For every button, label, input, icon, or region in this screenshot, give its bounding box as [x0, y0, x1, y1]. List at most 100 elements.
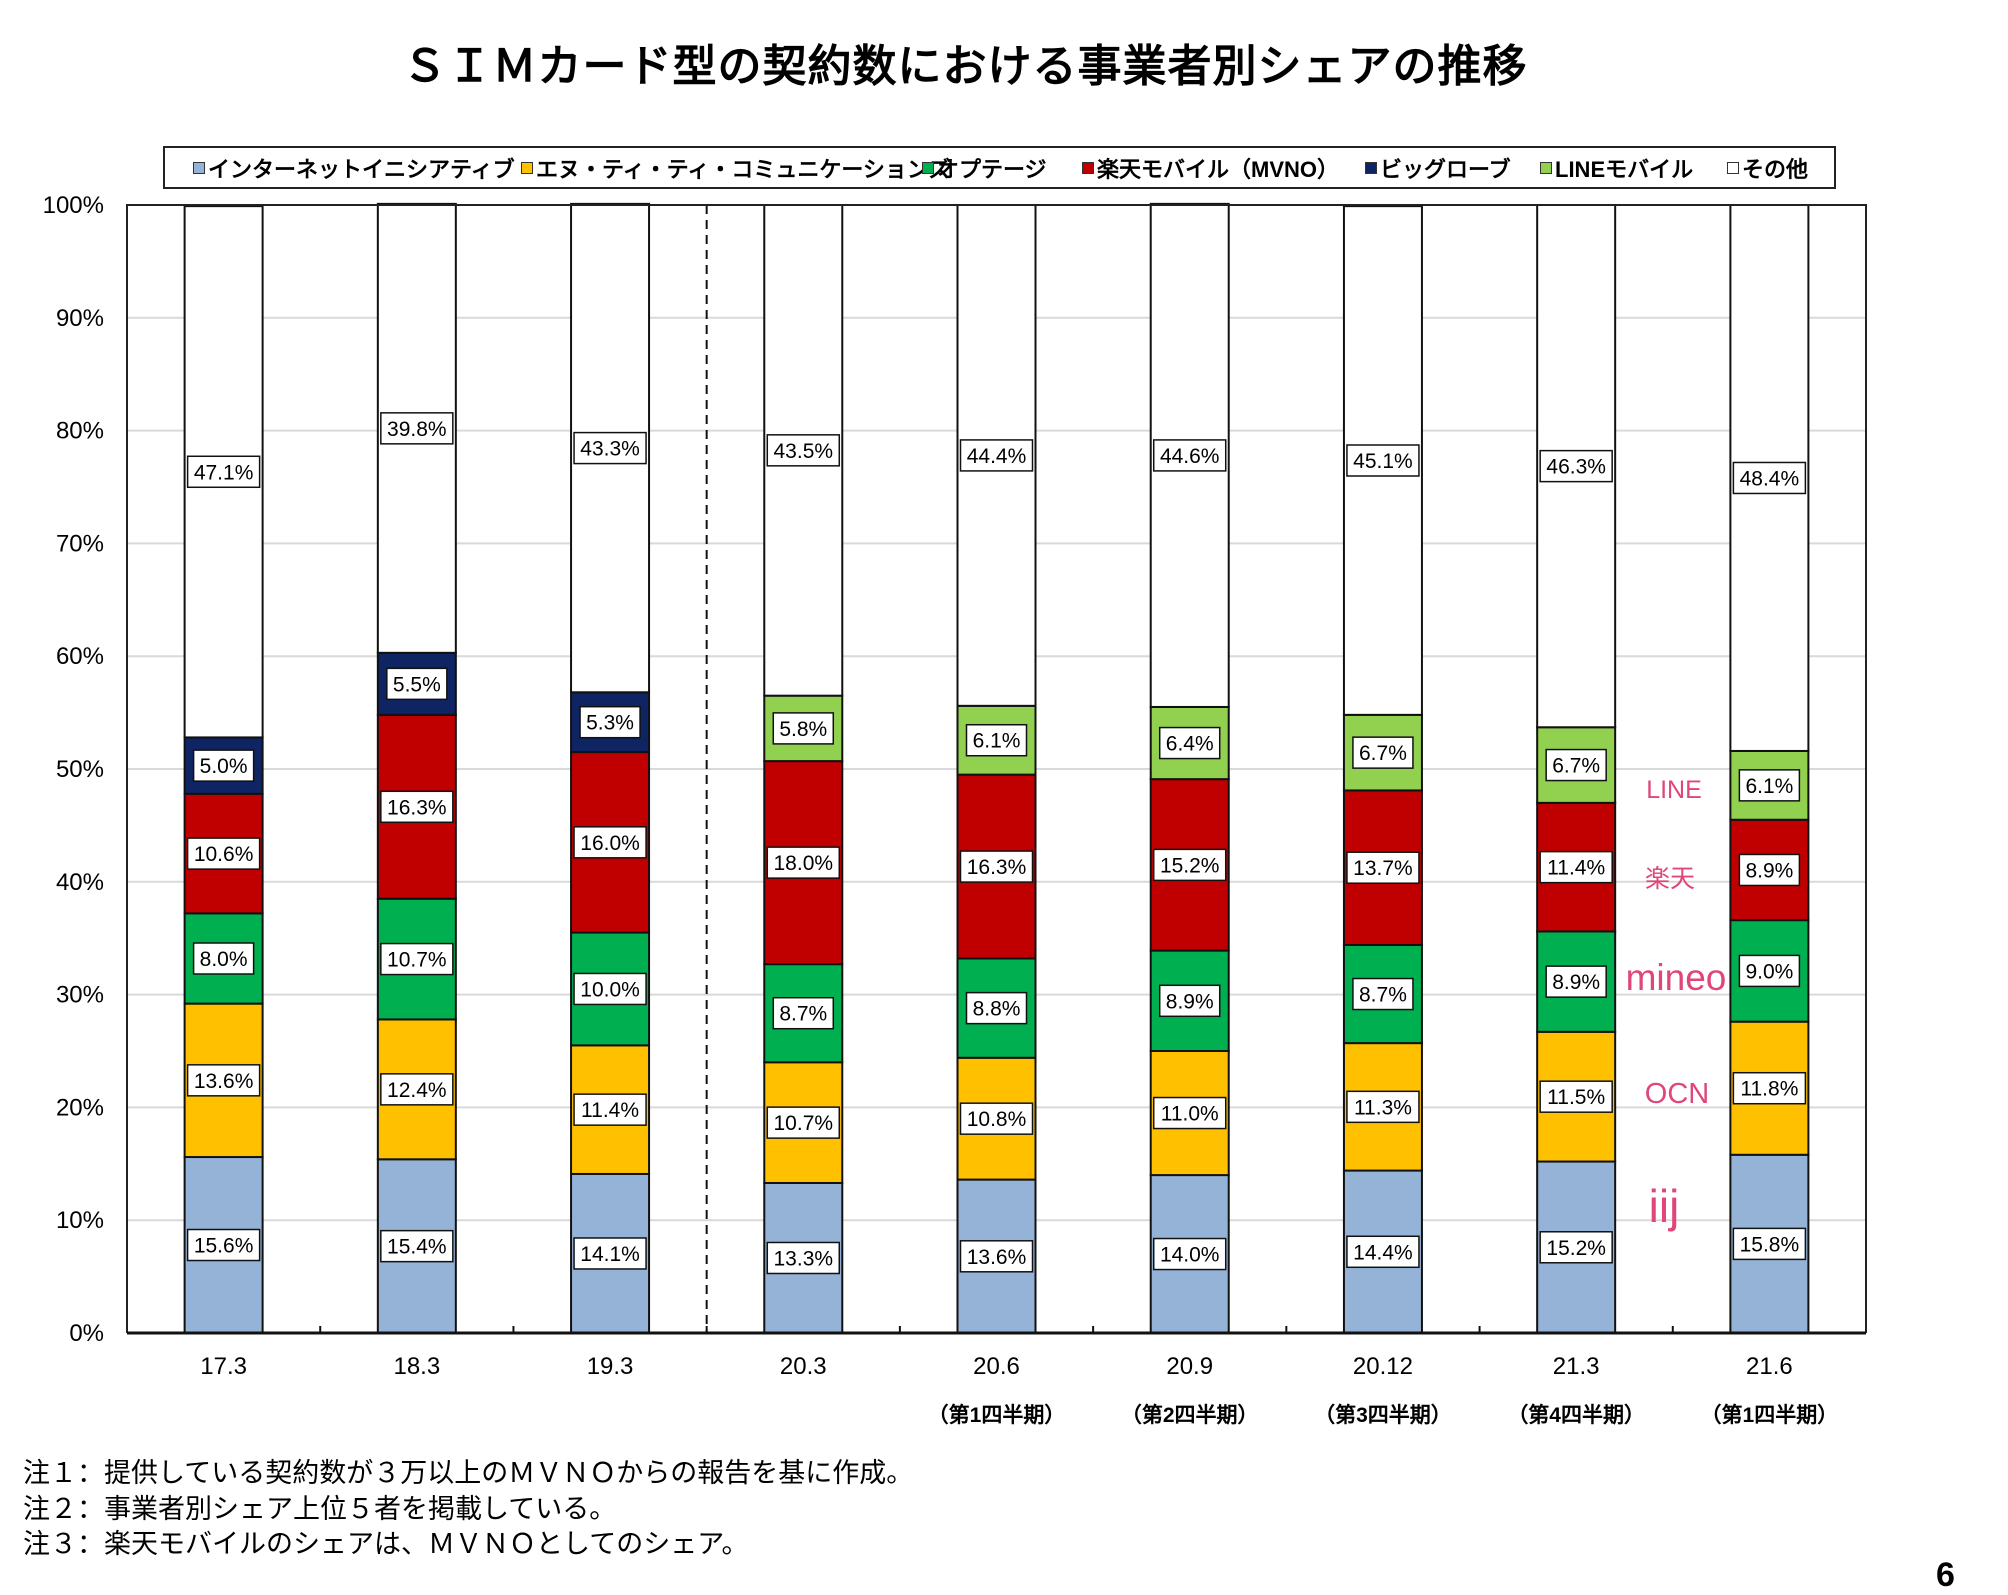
data-label: 10.7% [387, 949, 447, 972]
data-label-box [1738, 954, 1801, 988]
legend-swatch-optage [922, 161, 934, 174]
data-label: 5.3% [586, 712, 634, 735]
data-label-box [186, 1228, 261, 1262]
data-label-box [965, 723, 1028, 757]
data-label: 8.7% [1359, 984, 1407, 1007]
data-label-box [192, 749, 255, 782]
page-title: ＳＩＭカード型の契約数における事業者別シェアの推移 [402, 42, 1528, 91]
y-tick-label: 20% [56, 1094, 104, 1121]
data-label-box [965, 991, 1028, 1025]
data-label-box [1346, 1090, 1420, 1124]
data-label: 6.1% [973, 730, 1021, 753]
data-label-box [766, 846, 841, 879]
data-label: 11.0% [1161, 1103, 1219, 1126]
data-label: 11.4% [581, 1099, 639, 1122]
data-label: 46.3% [1546, 456, 1606, 479]
data-label: 11.3% [1354, 1096, 1412, 1119]
data-label-box [766, 1241, 841, 1275]
data-label-box [1732, 1227, 1807, 1261]
data-label-box [1539, 1080, 1613, 1113]
data-label-box [380, 942, 454, 976]
data-label: 39.8% [387, 418, 447, 441]
legend-swatch-rakuten [1082, 161, 1094, 174]
data-label-box [1158, 726, 1221, 760]
data-label: 12.4% [387, 1079, 447, 1102]
data-label-box [1352, 977, 1414, 1011]
data-label: 11.5% [1547, 1086, 1605, 1109]
data-label-box [1539, 850, 1613, 884]
data-label: 15.6% [194, 1235, 254, 1258]
x-tick-sublabel: （第4四半期） [1507, 1403, 1645, 1427]
legend-item-iij: インターネットイニシアティブ [193, 148, 515, 187]
data-label: 10.6% [194, 843, 254, 866]
data-label-box [192, 942, 255, 975]
legend-item-rakuten: 楽天モバイル（MVNO） [1082, 148, 1339, 187]
legend-label: 楽天モバイル（MVNO） [1097, 156, 1340, 182]
data-label: 45.1% [1353, 450, 1413, 473]
y-tick-label: 90% [56, 305, 104, 332]
data-label-box [573, 826, 647, 859]
annotations: LINE 楽天 mineo OCN iij [1626, 776, 1727, 1232]
data-label: 5.5% [393, 673, 441, 696]
data-label-box [380, 790, 454, 824]
y-tick-label: 0% [69, 1320, 104, 1347]
y-tick-label: 50% [56, 756, 104, 783]
legend-swatch-line-mobile [1540, 161, 1552, 174]
data-label: 8.7% [779, 1003, 827, 1026]
data-label-box [1539, 449, 1613, 483]
data-label: 10.8% [967, 1108, 1027, 1131]
footnote-3: 注３：楽天モバイルのシェアは、ＭＶＮＯとしてのシェア。 [23, 1529, 749, 1559]
data-label: 8.9% [1552, 971, 1600, 994]
data-label-box [573, 972, 647, 1006]
legend-label: インターネットイニシアティブ [208, 156, 515, 182]
data-label: 16.3% [387, 796, 447, 819]
data-label: 8.8% [973, 998, 1021, 1021]
plot-border [126, 204, 1867, 1333]
data-label-box [1346, 1235, 1420, 1269]
y-tick-label: 70% [56, 530, 104, 557]
data-label: 14.4% [1353, 1241, 1413, 1264]
data-label: 6.1% [1745, 775, 1793, 798]
legend-label: LINEモバイル [1555, 156, 1694, 182]
data-label: 15.8% [1740, 1233, 1800, 1256]
axis-labels: 0% 10% 20% 30% 40% 50% 60% 70% 80% 90% 100% 17.3 18.… [43, 192, 1839, 1427]
data-label-box [1732, 1071, 1807, 1105]
legend-label: エヌ・ティ・ティ・コミュニケーションズ [536, 156, 951, 182]
x-tick-sublabel: （第1四半期） [928, 1403, 1066, 1427]
data-label-box [1738, 769, 1801, 802]
data-label: 11.4% [1547, 857, 1605, 880]
data-label-box [1152, 439, 1227, 472]
data-label-box [766, 1106, 841, 1139]
legend-item-biglobe: ビッグローブ [1365, 148, 1511, 187]
data-label: 13.6% [967, 1246, 1027, 1269]
data-label-box [959, 439, 1034, 472]
data-label-box [1346, 444, 1420, 477]
x-tick-label: 20.6 [973, 1353, 1020, 1380]
y-tick-label: 10% [56, 1207, 104, 1234]
data-label: 43.3% [580, 438, 640, 461]
legend-swatch-ntt-com [521, 161, 533, 174]
data-label-box [579, 705, 641, 739]
legend-label: その他 [1742, 156, 1809, 182]
data-label: 6.7% [1359, 742, 1407, 765]
data-label-box [573, 1237, 647, 1270]
data-label: 15.4% [387, 1236, 447, 1259]
footnote-2: 注２：事業者別シェア上位５者を掲載している。 [23, 1493, 617, 1524]
data-label: 48.4% [1740, 467, 1800, 490]
data-label-box [766, 434, 841, 467]
y-tick-label: 30% [56, 982, 104, 1009]
annotation-label: OCN [1645, 1078, 1709, 1110]
x-tick-sublabel: （第1四半期） [1701, 1403, 1839, 1427]
data-label-box [186, 455, 261, 489]
y-tick-label: 60% [56, 643, 104, 670]
data-label-box [380, 1073, 454, 1106]
data-label-box [573, 431, 647, 465]
x-tick-label: 18.3 [393, 1353, 440, 1380]
data-label-box [959, 1240, 1034, 1273]
data-label: 18.0% [774, 852, 834, 875]
data-label-box [1545, 965, 1607, 998]
y-tick-label: 80% [56, 418, 104, 445]
page-number: 6 [1936, 1556, 1955, 1594]
annotation-label: mineo [1626, 957, 1727, 998]
x-tick-label: 21.3 [1553, 1353, 1600, 1380]
